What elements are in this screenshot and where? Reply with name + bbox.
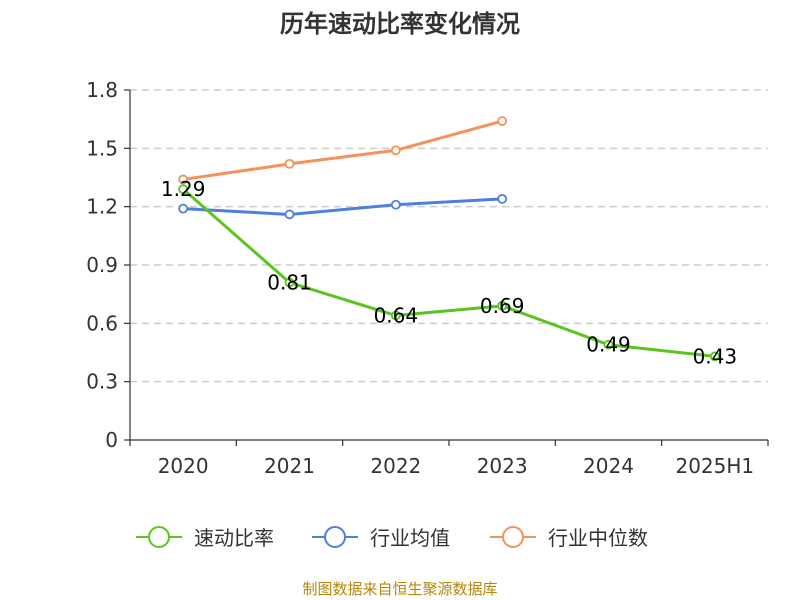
y-tick-label: 1.2 — [86, 195, 118, 219]
y-tick-label: 0 — [105, 428, 118, 452]
data-label: 0.49 — [586, 333, 631, 357]
series-line-2 — [182, 119, 503, 181]
x-tick-label: 2025H1 — [675, 454, 754, 478]
legend-item-1[interactable]: 行业均值 — [312, 526, 450, 550]
data-point — [390, 310, 401, 321]
data-point — [284, 209, 295, 220]
data-point — [709, 351, 720, 362]
data-point — [284, 277, 295, 288]
data-point — [284, 158, 295, 169]
data-label: 1.29 — [161, 177, 206, 201]
y-tick-label: 0.6 — [86, 311, 118, 335]
y-tick-label: 0.9 — [86, 253, 118, 277]
data-point — [178, 203, 189, 214]
legend-label: 行业均值 — [370, 526, 450, 550]
series-layer — [178, 116, 720, 362]
data-label: 0.64 — [374, 304, 419, 328]
legend-label: 速动比率 — [194, 526, 274, 550]
data-point — [603, 339, 614, 350]
data-point — [390, 199, 401, 210]
data-point — [497, 116, 508, 127]
grid — [130, 89, 768, 383]
data-point — [390, 145, 401, 156]
x-tick-label: 2020 — [158, 454, 209, 478]
chart-title: 历年速动比率变化情况 — [280, 10, 520, 38]
data-label: 0.43 — [693, 344, 738, 368]
series-line-1 — [183, 197, 503, 216]
data-point — [178, 184, 189, 195]
legend-marker — [324, 526, 346, 548]
legend: 速动比率 行业均值 行业中位数 — [136, 526, 648, 550]
x-tick-label: 2021 — [264, 454, 315, 478]
legend-item-2[interactable]: 行业中位数 — [490, 526, 648, 550]
data-label: 0.81 — [267, 271, 312, 295]
axes: 0 0.3 0.6 0.9 1.2 1.5 1.8 2020 2021 2022 2023 2024 2… — [86, 78, 769, 478]
legend-marker — [502, 526, 524, 548]
data-labels: 1.29 0.81 0.64 0.69 0.49 0.43 — [161, 177, 737, 368]
data-point — [497, 300, 508, 311]
legend-label: 行业中位数 — [548, 526, 648, 550]
data-label: 0.69 — [480, 294, 525, 318]
y-tick-label: 0.3 — [86, 370, 118, 394]
data-point — [178, 174, 189, 185]
series-line-0 — [182, 188, 715, 358]
x-tick-label: 2024 — [583, 454, 634, 478]
y-tick-label: 1.5 — [86, 136, 118, 160]
y-tick-label: 1.8 — [86, 78, 118, 102]
source-note: 制图数据来自恒生聚源数据库 — [302, 580, 497, 598]
data-point — [497, 193, 508, 204]
x-tick-label: 2022 — [370, 454, 421, 478]
x-tick-label: 2023 — [477, 454, 528, 478]
legend-marker — [148, 526, 170, 548]
legend-item-0[interactable]: 速动比率 — [136, 526, 274, 550]
